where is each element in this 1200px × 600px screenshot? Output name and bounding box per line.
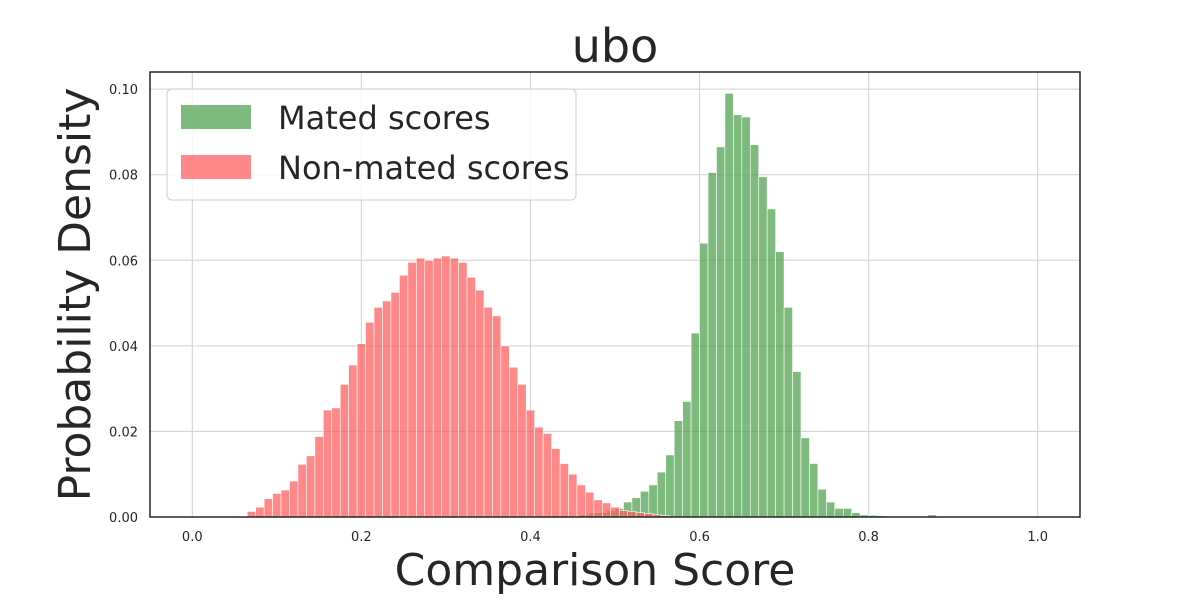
bar-non-mated bbox=[314, 436, 324, 518]
bar-mated bbox=[775, 251, 785, 518]
bar-non-mated bbox=[500, 345, 510, 518]
bar-non-mated bbox=[559, 463, 569, 518]
bar-non-mated bbox=[585, 491, 595, 518]
x-tick-label: 0.8 bbox=[858, 530, 879, 545]
bar-mated bbox=[809, 463, 819, 518]
bar-non-mated bbox=[280, 489, 290, 518]
bar-mated bbox=[741, 116, 751, 518]
bar-non-mated bbox=[602, 502, 612, 518]
bar-non-mated bbox=[551, 448, 561, 518]
bar-mated bbox=[716, 146, 726, 518]
bar-non-mated bbox=[407, 262, 417, 518]
legend-swatch-non-mated bbox=[181, 155, 251, 179]
bar-mated bbox=[699, 242, 709, 518]
bar-non-mated bbox=[255, 506, 265, 518]
bar-non-mated bbox=[382, 300, 392, 518]
tick-labels: 0.0 0.2 0.4 0.6 0.8 1.0 0.00 0.02 0.04 0.06 0.08 0.… bbox=[109, 83, 1048, 545]
bar-non-mated bbox=[542, 433, 552, 518]
bar-non-mated bbox=[246, 511, 256, 518]
bar-non-mated bbox=[416, 257, 426, 518]
y-tick-label: 0.06 bbox=[109, 254, 138, 269]
bar-non-mated bbox=[475, 289, 485, 518]
bar-non-mated bbox=[399, 274, 409, 518]
bar-non-mated bbox=[323, 409, 333, 518]
bar-non-mated bbox=[390, 292, 400, 518]
bar-mated bbox=[707, 172, 717, 518]
bar-non-mated bbox=[365, 322, 375, 518]
bar-mated bbox=[682, 401, 692, 518]
bar-non-mated bbox=[373, 307, 383, 518]
y-tick-label: 0.02 bbox=[109, 425, 138, 440]
x-tick-label: 1.0 bbox=[1027, 530, 1048, 545]
bar-non-mated bbox=[517, 384, 527, 518]
bar-mated bbox=[783, 307, 793, 518]
y-tick-label: 0.04 bbox=[109, 340, 138, 355]
bar-non-mated bbox=[509, 366, 519, 518]
bar-non-mated bbox=[289, 480, 299, 518]
bar-non-mated bbox=[568, 473, 578, 518]
bar-non-mated bbox=[306, 455, 316, 518]
bar-mated bbox=[766, 208, 776, 518]
bar-non-mated bbox=[339, 384, 349, 518]
bar-mated bbox=[665, 454, 675, 518]
bar-mated bbox=[724, 93, 734, 518]
chart-title: ubo bbox=[572, 19, 659, 73]
x-tick-label: 0.2 bbox=[351, 530, 372, 545]
x-tick-label: 0.0 bbox=[182, 530, 203, 545]
bar-mated bbox=[792, 371, 802, 518]
bar-mated bbox=[800, 437, 810, 518]
bar-non-mated bbox=[466, 277, 476, 518]
bar-non-mated bbox=[627, 511, 637, 518]
bar-non-mated bbox=[263, 498, 273, 518]
bar-non-mated bbox=[618, 510, 628, 518]
y-tick-label: 0.08 bbox=[109, 169, 138, 184]
x-tick-label: 0.6 bbox=[689, 530, 710, 545]
bar-non-mated bbox=[432, 257, 442, 518]
legend-swatch-mated bbox=[181, 105, 251, 129]
bar-non-mated bbox=[297, 464, 307, 518]
bar-non-mated bbox=[610, 506, 620, 518]
bar-non-mated bbox=[449, 257, 459, 518]
bar-mated bbox=[817, 488, 827, 518]
x-axis-label: Comparison Score bbox=[395, 545, 796, 596]
y-tick-label: 0.00 bbox=[109, 511, 138, 526]
legend: Mated scores Non-mated scores bbox=[166, 88, 577, 201]
bar-mated bbox=[648, 484, 658, 518]
bar-non-mated bbox=[525, 409, 535, 518]
bar-mated bbox=[733, 114, 743, 518]
bar-mated bbox=[749, 144, 760, 518]
bar-non-mated bbox=[576, 484, 586, 518]
bar-mated bbox=[758, 176, 768, 518]
plot-frame bbox=[149, 71, 1081, 518]
y-tick-label: 0.10 bbox=[109, 83, 138, 98]
bar-non-mated bbox=[424, 259, 434, 518]
bar-non-mated bbox=[441, 255, 451, 518]
y-axis-label: Probability Density bbox=[50, 88, 101, 502]
x-tick-label: 0.4 bbox=[520, 530, 541, 545]
bar-mated bbox=[834, 508, 844, 518]
bar-non-mated bbox=[348, 364, 358, 518]
bar-non-mated bbox=[593, 499, 603, 518]
bar-non-mated bbox=[483, 307, 493, 518]
bar-non-mated bbox=[272, 493, 282, 518]
legend-label-mated: Mated scores bbox=[278, 99, 491, 137]
legend-label-non-mated: Non-mated scores bbox=[278, 149, 570, 187]
bars bbox=[246, 93, 937, 518]
bar-mated bbox=[673, 420, 683, 518]
bar-non-mated bbox=[331, 407, 341, 518]
bar-non-mated bbox=[458, 262, 468, 518]
bar-non-mated bbox=[356, 343, 366, 518]
legend-box bbox=[166, 88, 577, 201]
bar-mated bbox=[842, 508, 853, 518]
bar-non-mated bbox=[492, 315, 502, 518]
bar-mated bbox=[826, 501, 836, 518]
bar-mated bbox=[690, 332, 700, 518]
bar-non-mated bbox=[534, 426, 544, 518]
bar-mated bbox=[656, 471, 667, 518]
